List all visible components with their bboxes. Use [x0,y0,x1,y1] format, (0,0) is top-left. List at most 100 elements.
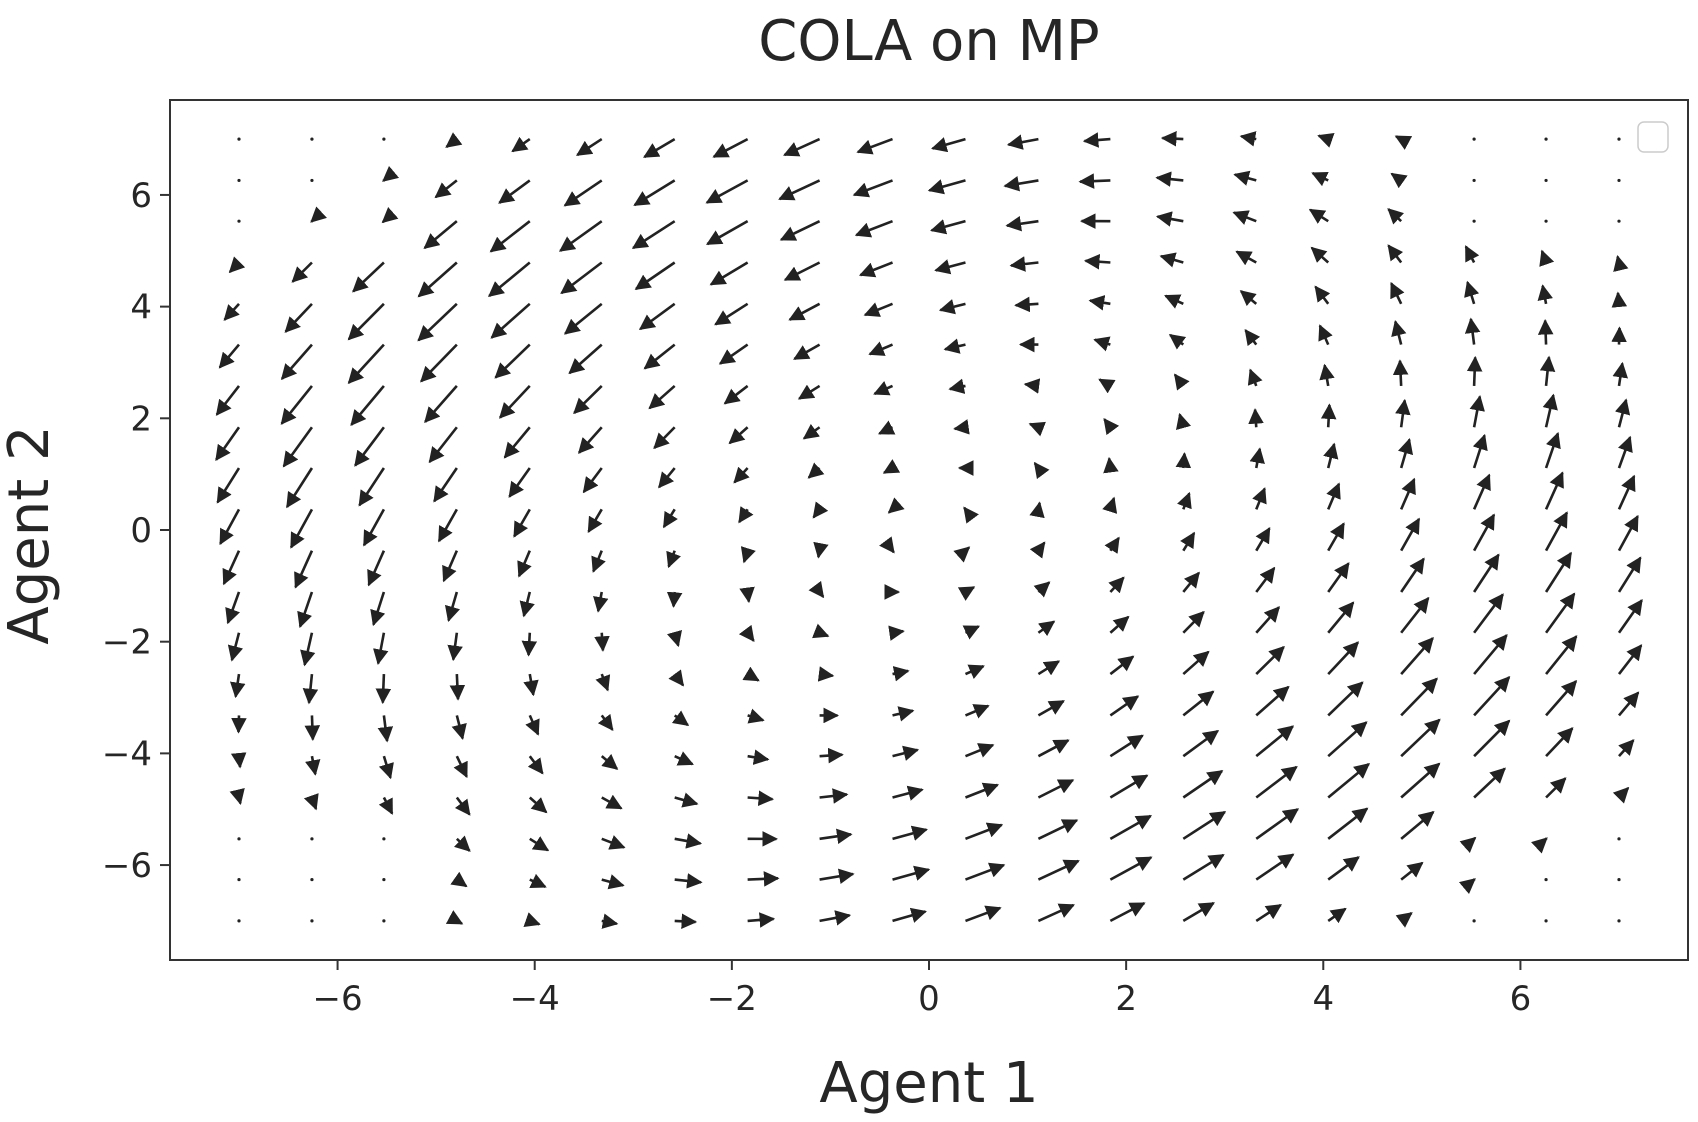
quiver-arrow [817,666,835,682]
quiver-arrow [601,913,619,929]
quiver-arrow [1472,473,1491,510]
quiver-arrow [1327,721,1368,758]
arrow-layer [215,130,1643,930]
quiver-arrow [1182,650,1210,676]
quiver-arrow [1544,431,1561,469]
quiver-arrow [450,871,468,888]
quiver-arrow [718,343,749,365]
y-tick-label: −2 [102,623,152,663]
quiver-arrow [819,828,853,845]
quiver-arrow [892,907,927,923]
quiver-arrow [490,302,531,339]
quiver-arrow [964,664,985,679]
quiver-arrow [666,629,683,648]
quiver-dot [382,877,386,882]
quiver-arrow [1109,902,1146,923]
quiver-arrow [347,302,385,341]
quiver-arrow [868,341,894,356]
x-tick-label: 6 [1510,979,1532,1019]
quiver-arrow [382,165,400,182]
quiver-arrow [1155,211,1184,227]
quiver-arrow [1327,807,1369,840]
quiver-arrow [1248,408,1264,428]
quiver-arrow [521,632,538,657]
quiver-arrow [447,632,463,662]
quiver-arrow [797,384,821,400]
quiver-arrow [451,715,467,740]
quiver-arrow [927,179,966,195]
quiver-arrow [511,136,531,153]
quiver-arrow [1108,576,1125,594]
quiver-dot [1617,877,1621,882]
quiver-arrow [527,755,544,775]
y-tick-label: −6 [102,846,152,886]
quiver-arrow [454,835,471,852]
quiver-arrow [709,261,749,286]
quiver-arrow [218,343,240,369]
quiver-arrow [1109,655,1135,676]
quiver-arrow [282,426,313,468]
quiver-arrow [1618,691,1640,717]
quiver-arrow [601,794,623,810]
quiver-arrow [1617,644,1643,675]
quiver-arrow [222,550,241,586]
quiver-arrow [1155,171,1184,187]
quiver-arrow [1009,256,1039,272]
quiver-arrow [852,179,893,198]
quiver-dot [1544,919,1548,923]
quiver-arrow [1318,324,1333,346]
quiver-arrow [892,785,924,801]
quiver-arrow [1400,596,1430,634]
quiver-dot [1472,919,1476,923]
quiver-arrow [1160,130,1184,147]
quiver-arrow [807,462,825,479]
quiver-arrow [352,261,385,293]
quiver-arrow [1390,281,1405,305]
quiver-arrow [1006,134,1039,150]
quiver-arrow [674,913,698,930]
quiver-arrow [1617,556,1642,593]
quiver-arrow [1327,762,1370,799]
quiver-dot [1544,219,1548,223]
quiver-arrow [1399,477,1416,510]
quiver-dot [1472,219,1476,223]
quiver-dot [1617,137,1621,141]
quiver-arrow [1239,131,1257,147]
quiver-dot [310,837,314,841]
quiver-arrow [674,751,694,766]
quiver-arrow [494,343,531,379]
quiver-arrow [1617,598,1643,634]
quiver-arrow [1255,526,1271,552]
quiver-arrow [1078,173,1111,189]
quiver-dot [310,919,314,923]
x-tick-label: 4 [1312,979,1334,1019]
quiver-arrow [723,384,749,405]
quiver-arrow [437,508,458,543]
quiver-arrow [1327,856,1360,881]
quiver-arrow [863,302,894,317]
quiver-arrow [964,743,995,758]
quiver-arrow [674,873,703,889]
quiver-arrow [812,623,830,639]
quiver-arrow [1182,690,1215,717]
quiver-arrow [291,261,313,283]
quiver-arrow [1400,677,1438,717]
quiver-arrow [1612,786,1630,804]
quiver-arrow [1395,398,1411,428]
quiver-dot [1472,137,1476,141]
quiver-arrow [1103,417,1120,436]
quiver-arrow [1088,295,1111,311]
quiver-arrow [819,788,849,804]
quiver-arrow [892,745,920,761]
quiver-arrow [1083,253,1111,270]
quiver-arrow [215,385,241,416]
quiver-arrow [934,259,966,275]
quiver-arrow [1255,685,1290,717]
x-tick-label: 0 [918,979,940,1019]
quiver-arrow [503,426,531,459]
quiver-arrow [858,261,894,278]
quiver-arrow [1182,571,1200,593]
quiver-arrow [666,550,681,569]
quiver-arrow [1164,294,1184,309]
quiver-arrow [1093,336,1111,352]
